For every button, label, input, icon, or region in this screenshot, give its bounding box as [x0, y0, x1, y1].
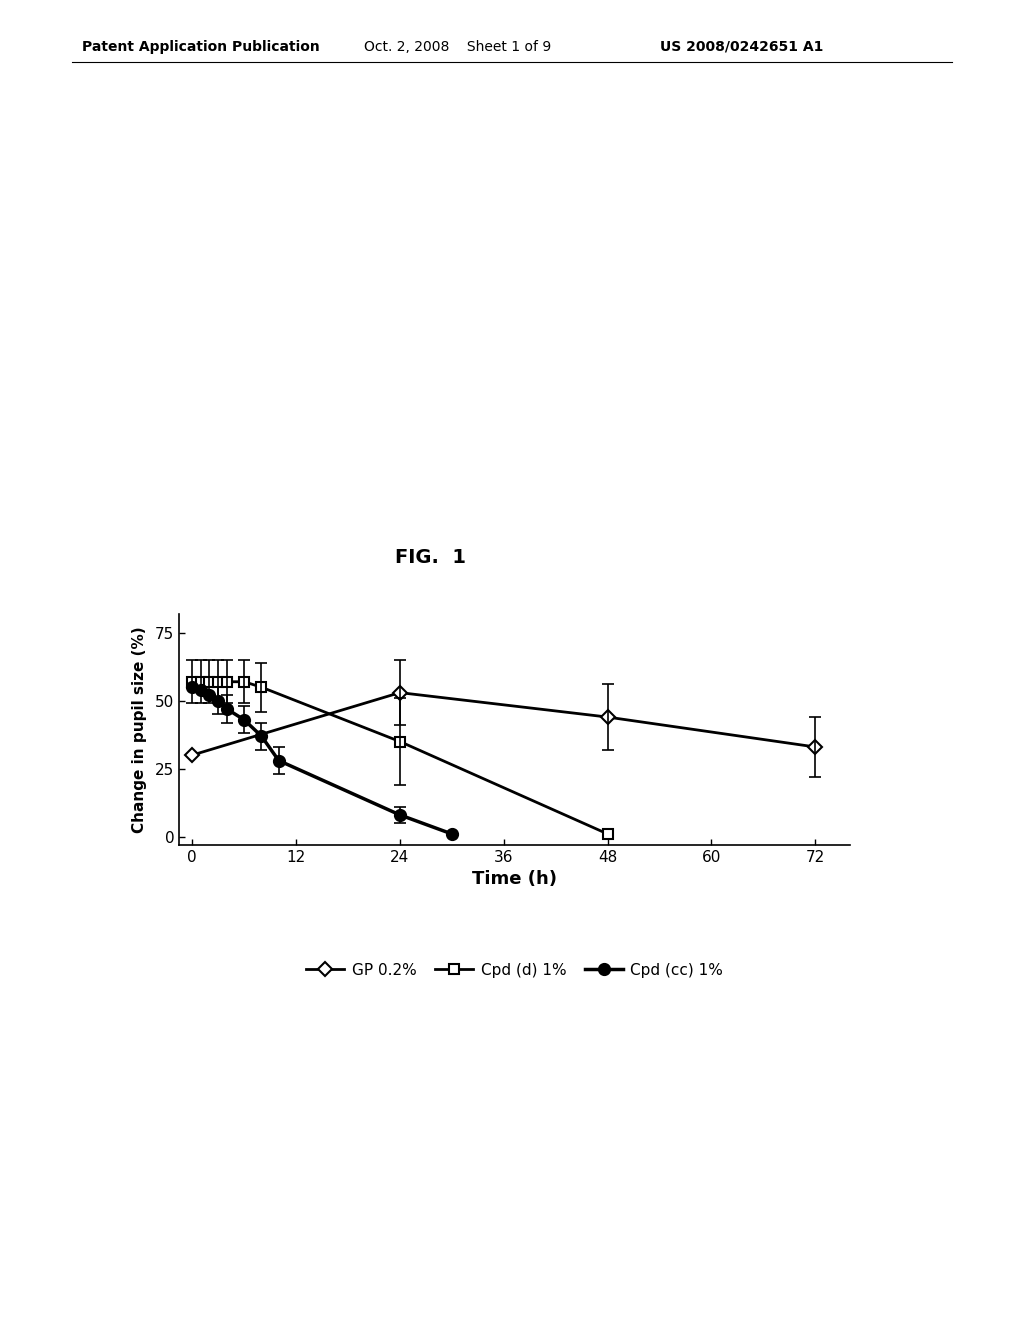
Cpd (cc) 1% [394, 807, 407, 822]
Text: FIG.  1: FIG. 1 [394, 548, 466, 566]
Legend: GP 0.2%, Cpd (d) 1%, Cpd (cc) 1%: GP 0.2%, Cpd (d) 1%, Cpd (cc) 1% [300, 957, 729, 983]
Cpd (cc) 1% [186, 680, 199, 696]
Cpd (cc) 1% [195, 682, 207, 698]
Cpd (cc) 1% [220, 701, 232, 717]
Line: Cpd (cc) 1%: Cpd (cc) 1% [186, 681, 458, 840]
Cpd (cc) 1% [255, 729, 267, 744]
Cpd (d) 1% [204, 673, 216, 689]
Line: GP 0.2%: GP 0.2% [187, 688, 820, 760]
GP 0.2% [186, 747, 199, 763]
Cpd (d) 1% [238, 673, 250, 689]
Y-axis label: Change in pupil size (%): Change in pupil size (%) [132, 626, 146, 833]
GP 0.2% [809, 739, 821, 755]
Cpd (cc) 1% [204, 688, 216, 704]
Cpd (cc) 1% [445, 826, 458, 842]
Cpd (d) 1% [195, 673, 207, 689]
X-axis label: Time (h): Time (h) [472, 870, 557, 888]
Cpd (d) 1% [212, 673, 224, 689]
Text: US 2008/0242651 A1: US 2008/0242651 A1 [660, 40, 824, 54]
Cpd (d) 1% [255, 680, 267, 696]
Text: Patent Application Publication: Patent Application Publication [82, 40, 319, 54]
GP 0.2% [394, 685, 407, 701]
Line: Cpd (d) 1%: Cpd (d) 1% [187, 677, 612, 838]
Cpd (cc) 1% [238, 711, 250, 727]
Cpd (d) 1% [186, 673, 199, 689]
GP 0.2% [601, 709, 613, 725]
Cpd (d) 1% [601, 826, 613, 842]
Text: Oct. 2, 2008    Sheet 1 of 9: Oct. 2, 2008 Sheet 1 of 9 [364, 40, 551, 54]
Cpd (cc) 1% [212, 693, 224, 709]
Cpd (d) 1% [220, 673, 232, 689]
Cpd (cc) 1% [272, 752, 285, 768]
Cpd (d) 1% [394, 734, 407, 750]
